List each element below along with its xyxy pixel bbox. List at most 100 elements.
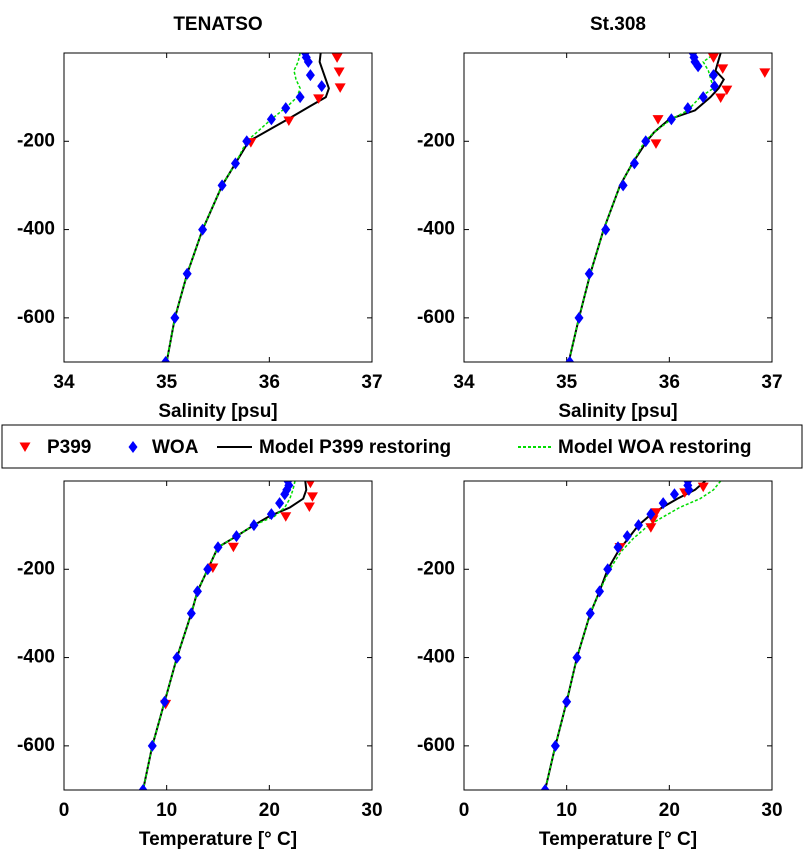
data-point bbox=[629, 157, 639, 170]
data-point bbox=[266, 508, 276, 521]
x-tick-label: 30 bbox=[761, 800, 782, 821]
x-tick-label: 0 bbox=[59, 800, 70, 821]
x-tick-label: 37 bbox=[361, 372, 382, 393]
data-point bbox=[242, 135, 252, 148]
data-point bbox=[170, 311, 180, 324]
data-point bbox=[249, 519, 259, 532]
data-point bbox=[658, 497, 668, 510]
data-point bbox=[698, 91, 708, 104]
data-point bbox=[717, 64, 729, 74]
data-point bbox=[230, 157, 240, 170]
data-point bbox=[160, 695, 170, 708]
data-point bbox=[281, 102, 291, 115]
data-point bbox=[565, 356, 575, 362]
chart-title: TENATSO bbox=[173, 14, 262, 35]
data-point bbox=[595, 585, 605, 598]
legend-label: Model P399 restoring bbox=[259, 437, 451, 458]
data-point bbox=[213, 541, 223, 554]
y-tick-label: -600 bbox=[417, 307, 455, 328]
data-point bbox=[540, 784, 550, 790]
x-tick-label: 20 bbox=[659, 800, 680, 821]
x-tick-label: 20 bbox=[259, 800, 280, 821]
y-tick-label: -400 bbox=[17, 219, 55, 240]
data-point bbox=[650, 139, 662, 149]
x-tick-label: 35 bbox=[156, 372, 178, 393]
data-point bbox=[301, 53, 311, 64]
data-point bbox=[172, 651, 182, 664]
data-point bbox=[280, 488, 290, 501]
y-tick-label: -200 bbox=[417, 130, 455, 151]
data-point bbox=[646, 508, 656, 521]
data-point bbox=[650, 508, 662, 518]
legend-label: P399 bbox=[47, 437, 91, 458]
data-point bbox=[562, 695, 572, 708]
profile-line bbox=[544, 481, 706, 790]
data-point bbox=[192, 585, 202, 598]
y-tick-label: -600 bbox=[17, 735, 55, 756]
data-point bbox=[303, 502, 315, 513]
data-point bbox=[710, 80, 720, 93]
x-tick-label: 10 bbox=[556, 800, 577, 821]
legend-label: Model WOA restoring bbox=[558, 437, 752, 458]
data-point bbox=[203, 563, 213, 576]
data-point bbox=[138, 784, 148, 790]
y-tick-label: -400 bbox=[17, 647, 55, 668]
data-point bbox=[697, 482, 709, 493]
data-point bbox=[550, 739, 560, 752]
data-point bbox=[303, 55, 313, 68]
data-point bbox=[601, 223, 611, 236]
y-tick-label: -200 bbox=[417, 558, 455, 579]
x-tick-label: 34 bbox=[453, 372, 475, 393]
x-tick-label: 10 bbox=[156, 800, 177, 821]
x-tick-label: 34 bbox=[53, 372, 75, 393]
legend-marker bbox=[128, 441, 138, 453]
profile-line bbox=[165, 53, 301, 362]
data-point bbox=[669, 488, 679, 501]
data-point bbox=[198, 223, 208, 236]
data-point bbox=[618, 179, 628, 192]
data-point bbox=[333, 67, 345, 77]
x-axis-label: Temperature [° C] bbox=[539, 829, 697, 850]
x-tick-label: 35 bbox=[556, 372, 578, 393]
data-point bbox=[284, 481, 294, 492]
data-point bbox=[572, 651, 582, 664]
x-axis-label: Salinity [psu] bbox=[158, 401, 277, 422]
data-point bbox=[313, 94, 325, 104]
data-point bbox=[306, 492, 318, 502]
plot-area bbox=[565, 53, 771, 362]
data-point bbox=[652, 115, 664, 125]
data-point bbox=[161, 356, 171, 362]
data-point bbox=[217, 179, 227, 192]
y-tick-label: -200 bbox=[17, 130, 55, 151]
data-point bbox=[231, 530, 241, 543]
x-axis-label: Salinity [psu] bbox=[558, 401, 677, 422]
data-point bbox=[684, 483, 694, 496]
axes-box bbox=[463, 52, 773, 363]
data-point bbox=[182, 267, 192, 280]
plot-area bbox=[540, 481, 722, 790]
axes-box bbox=[63, 52, 373, 363]
data-point bbox=[759, 68, 771, 78]
y-tick-label: -200 bbox=[17, 558, 55, 579]
y-tick-label: -400 bbox=[417, 647, 455, 668]
data-point bbox=[283, 116, 295, 126]
data-point bbox=[306, 481, 315, 489]
x-tick-label: 36 bbox=[259, 372, 280, 393]
legend-marker bbox=[19, 442, 31, 452]
profile-line bbox=[567, 53, 725, 362]
y-tick-label: -600 bbox=[17, 307, 55, 328]
data-point bbox=[683, 102, 693, 115]
data-point bbox=[227, 542, 239, 553]
x-tick-label: 30 bbox=[361, 800, 382, 821]
x-tick-label: 37 bbox=[761, 372, 782, 393]
data-point bbox=[721, 85, 733, 96]
data-point bbox=[186, 607, 196, 620]
data-point bbox=[707, 53, 719, 63]
x-tick-label: 0 bbox=[459, 800, 470, 821]
data-point bbox=[708, 69, 718, 82]
data-point bbox=[641, 135, 651, 148]
data-point bbox=[331, 53, 343, 63]
chart-title: St.308 bbox=[590, 14, 646, 35]
plot-area bbox=[161, 53, 346, 362]
